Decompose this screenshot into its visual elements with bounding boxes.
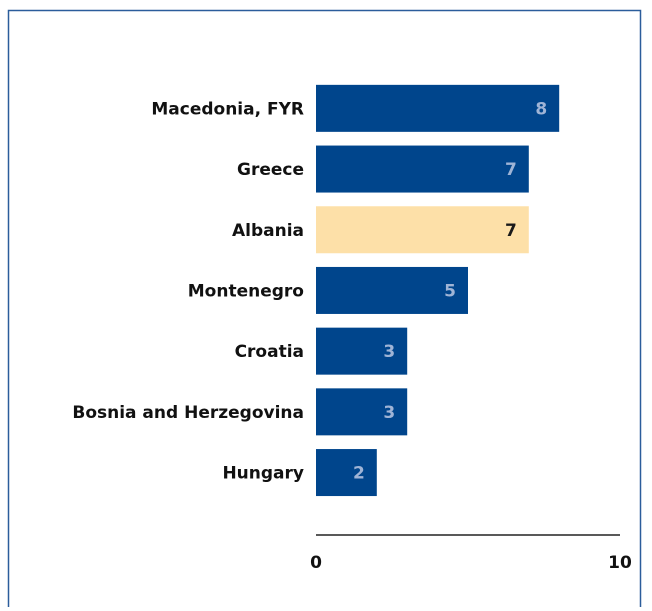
value-label: 7 (505, 221, 517, 241)
bar (316, 206, 529, 254)
bar (316, 327, 408, 375)
value-label: 2 (353, 464, 365, 484)
category-label: Hungary (222, 464, 304, 484)
category-label: Montenegro (188, 281, 304, 301)
category-label: Croatia (235, 342, 304, 362)
value-label: 3 (383, 403, 395, 423)
bar (316, 145, 529, 193)
x-tick-label: 10 (608, 553, 632, 573)
bar (316, 449, 377, 497)
value-label: 8 (535, 99, 547, 119)
bar (316, 388, 408, 436)
category-label: Macedonia, FYR (151, 99, 304, 119)
bar (316, 84, 560, 132)
value-label: 5 (444, 281, 456, 301)
category-label: Greece (237, 160, 304, 180)
category-label: Bosnia and Herzegovina (72, 403, 304, 423)
value-label: 3 (383, 342, 395, 362)
category-label: Albania (232, 221, 304, 241)
value-label: 7 (505, 160, 517, 180)
x-tick-label: 0 (310, 553, 322, 573)
bar (316, 266, 468, 314)
